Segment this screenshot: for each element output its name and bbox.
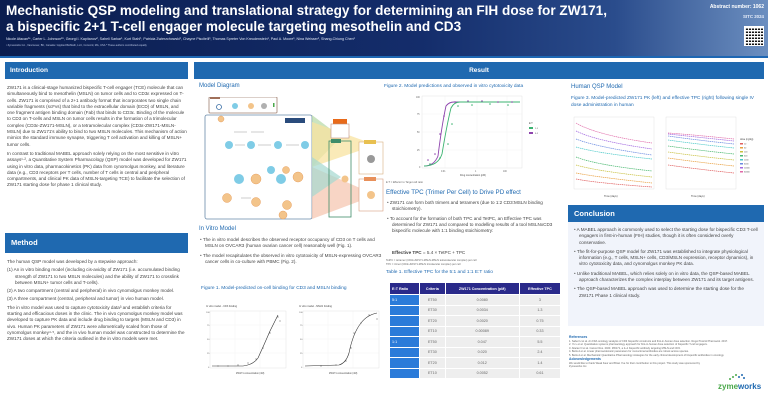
table-row: ET20 0.0020 0.75 bbox=[390, 316, 560, 326]
svg-text:50: 50 bbox=[207, 339, 210, 341]
svg-text:25: 25 bbox=[417, 150, 420, 152]
zymeworks-logo-icon bbox=[729, 374, 745, 380]
mslm-cell-legend-icon bbox=[248, 103, 254, 109]
svg-text:30: 30 bbox=[744, 148, 747, 150]
svg-text:3000: 3000 bbox=[744, 164, 749, 166]
svg-text:300: 300 bbox=[744, 156, 748, 158]
figure-3-charts: Time (days) Time (days) dose (ng/kg) 10 … bbox=[566, 113, 766, 201]
in-vitro-bullets: The in vitro model describes the observe… bbox=[199, 237, 385, 268]
svg-text:5:1: 5:1 bbox=[535, 133, 539, 135]
figure-2-caption: Figure 2. Model predictions and observed… bbox=[384, 84, 524, 89]
svg-text:75: 75 bbox=[207, 325, 210, 327]
svg-text:75: 75 bbox=[417, 114, 420, 116]
tumor-cell-legend-icon bbox=[261, 103, 267, 109]
poster-header: Mechanistic QSP modeling and translation… bbox=[0, 0, 768, 56]
conclusion-bullets: A MABEL approach is commonly used to sel… bbox=[573, 227, 759, 302]
tpc-title: Effective TPC (Trimer Per Cell) to Drive… bbox=[386, 189, 521, 196]
result-heading: Result bbox=[194, 62, 764, 79]
svg-text:100: 100 bbox=[744, 152, 748, 154]
header-divider bbox=[0, 56, 768, 58]
introduction-heading: Introduction bbox=[5, 62, 188, 79]
poster-title: Mechanistic QSP modeling and translation… bbox=[6, 3, 608, 34]
human-qsp-title: Human QSP Model bbox=[571, 84, 623, 90]
abstract-number: Abstract number: 1062 bbox=[709, 4, 764, 10]
svg-text:50: 50 bbox=[417, 132, 420, 134]
svg-text:dose (ng/kg): dose (ng/kg) bbox=[740, 138, 753, 141]
svg-text:50: 50 bbox=[300, 339, 303, 341]
svg-text:0: 0 bbox=[301, 367, 303, 369]
intro-paragraph-2: In contrast to traditional MABEL approac… bbox=[7, 150, 187, 188]
table-row: 1:1 ET50 0.047 5.5 bbox=[390, 337, 560, 347]
svg-text:1:1: 1:1 bbox=[535, 128, 539, 130]
figure-1-cd3-chart: In vitro model - CD3 binding 1007550250 … bbox=[198, 303, 290, 378]
svg-text:1: 1 bbox=[475, 171, 477, 173]
figure-2-cytotoxicity-chart: 100 75 50 25 0 0.01 1 100 Drug concentration (p… bbox=[410, 94, 564, 180]
svg-text:0: 0 bbox=[419, 167, 421, 169]
svg-text:10: 10 bbox=[744, 144, 747, 146]
affiliations: ¹ Zymeworks Inc., Vancouver, BC, Canada … bbox=[6, 44, 147, 47]
figure-2-note: E:T = Effector to Target cell ratio bbox=[386, 181, 423, 184]
qr-code-icon[interactable] bbox=[744, 26, 764, 46]
svg-text:ZW171 concentration (nM): ZW171 concentration (nM) bbox=[236, 372, 265, 375]
t-cell-legend-icon bbox=[232, 103, 238, 109]
svg-text:Drug concentration (pM): Drug concentration (pM) bbox=[460, 174, 486, 177]
effective-tpc-table: E:T Ratio Criteria ZW171 Concentration (… bbox=[389, 282, 561, 379]
method-intro: The human QSP model was developed by a s… bbox=[7, 259, 138, 264]
author-list: Nicole Afacan¹*, Carter L. Johnson²*, Ge… bbox=[6, 37, 355, 41]
table-row: 5:1 ET50 0.0080 3 bbox=[390, 295, 560, 305]
svg-text:10000: 10000 bbox=[744, 168, 750, 170]
tpc-bullets: ZW171 can form both trimers and tetramer… bbox=[386, 200, 564, 237]
svg-text:1000: 1000 bbox=[744, 160, 749, 162]
table-row: ET20 0.012 1.4 bbox=[390, 358, 560, 368]
model-diagram-title: Model Diagram bbox=[199, 83, 240, 89]
svg-text:In vitro model - CD3 binding: In vitro model - CD3 binding bbox=[206, 305, 238, 308]
svg-text:25: 25 bbox=[300, 353, 303, 355]
method-body: The human QSP model was developed by a s… bbox=[7, 259, 187, 343]
tpc-formula: Effective TPC = 5.4 × TetPC + TPC bbox=[392, 250, 466, 255]
svg-text:100: 100 bbox=[416, 97, 421, 99]
references: References 1. Saber H et al. An FDA onco… bbox=[569, 335, 728, 368]
figure-3-caption: Figure 3. Model-predicted ZW171 PK (left… bbox=[571, 96, 754, 108]
svg-text:0.01: 0.01 bbox=[441, 171, 446, 173]
svg-text:In vitro model - MSLN binding: In vitro model - MSLN binding bbox=[299, 305, 333, 308]
conclusion-heading: Conclusion bbox=[568, 205, 764, 222]
svg-text:E:T: E:T bbox=[529, 122, 533, 125]
tpc-notes: TetPC = tetramer (CD3ε-ZW171-MSLN-MSLN t… bbox=[386, 259, 477, 266]
svg-text:Time (days): Time (days) bbox=[604, 194, 618, 198]
method-step-3: (3) A three compartment (central, periph… bbox=[7, 296, 165, 302]
figure-1-mesln-chart: In vitro model - MSLN binding 100 75 50 25 0… bbox=[291, 303, 385, 378]
zw171-legend-icon bbox=[216, 104, 222, 110]
table-header-row: E:T Ratio Criteria ZW171 Concentration (… bbox=[390, 283, 560, 294]
svg-text:100: 100 bbox=[206, 312, 210, 314]
conference-label: SITC 2024 bbox=[743, 14, 764, 19]
method-paragraph-2: The in vitro model was used to capture c… bbox=[7, 304, 185, 342]
zymeworks-logo: zymeworks bbox=[718, 382, 762, 391]
figure-1-caption: Figure 1. Model-predicted on-cell bindin… bbox=[201, 286, 347, 291]
in-vitro-title: In Vitro Model bbox=[199, 226, 236, 232]
table-1-caption: Table 1. Effective TPC for the 5:1 and 1… bbox=[386, 270, 493, 275]
svg-text:0: 0 bbox=[208, 367, 210, 369]
introduction-body: ZW171 is a clinical-stage humanized bisp… bbox=[7, 85, 187, 192]
svg-text:100: 100 bbox=[299, 312, 303, 314]
svg-text:Time (days): Time (days) bbox=[691, 194, 705, 198]
intro-paragraph-1: ZW171 is a clinical-stage humanized bisp… bbox=[7, 85, 187, 147]
dose-box bbox=[333, 119, 347, 124]
svg-text:75: 75 bbox=[300, 325, 303, 327]
table-row: ET30 0.0034 1.3 bbox=[390, 305, 560, 315]
method-step-1: (1) An in vitro binding model (including… bbox=[7, 267, 180, 285]
method-step-2: (2) A two compartment (central and perip… bbox=[7, 288, 175, 294]
svg-text:ZW171 concentration (nM): ZW171 concentration (nM) bbox=[329, 372, 358, 375]
svg-text:100: 100 bbox=[503, 171, 508, 173]
table-row: ET10 0.0052 0.61 bbox=[390, 368, 560, 378]
model-diagram bbox=[204, 97, 384, 220]
svg-text:30000: 30000 bbox=[744, 172, 750, 174]
table-row: ET30 0.020 2.4 bbox=[390, 347, 560, 357]
svg-text:25: 25 bbox=[207, 353, 210, 355]
method-heading: Method bbox=[5, 233, 188, 253]
conclusion-panel: A MABEL approach is commonly used to sel… bbox=[568, 222, 764, 326]
table-row: ET10 0.00089 0.33 bbox=[390, 326, 560, 336]
